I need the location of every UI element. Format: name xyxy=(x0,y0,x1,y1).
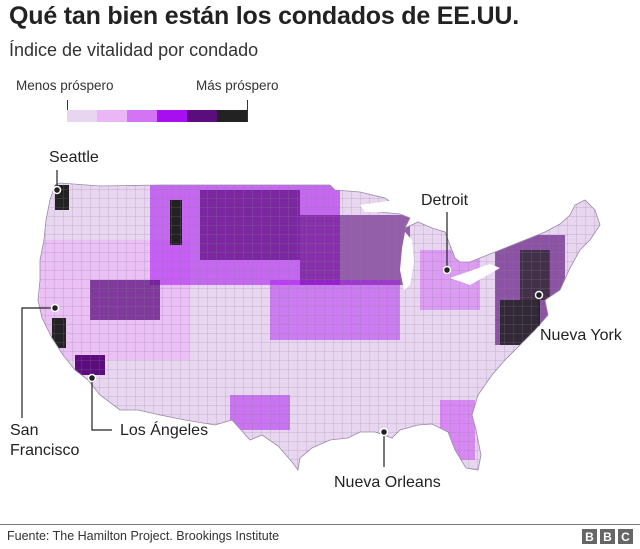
bbc-logo: B B C xyxy=(582,529,633,544)
callout-san-francisco-line2: Francisco xyxy=(10,442,80,459)
city-markers xyxy=(50,185,544,437)
bbc-logo-c: C xyxy=(618,529,633,544)
legend-low-label: Menos próspero xyxy=(16,78,114,93)
callout-san-francisco-line1: San xyxy=(10,422,39,439)
bbc-logo-b2: B xyxy=(600,529,615,544)
legend-color-bar xyxy=(67,110,247,122)
legend-high-label: Más próspero xyxy=(196,78,279,93)
marker-detroit xyxy=(442,265,452,275)
legend-tick-high xyxy=(247,100,248,122)
callout-nueva-orleans: Nueva Orleans xyxy=(334,474,441,491)
source-note: Fuente: The Hamilton Project. Brookings … xyxy=(7,529,280,543)
lake-michigan xyxy=(400,232,414,290)
legend-swatch-2 xyxy=(97,110,127,122)
us-outline xyxy=(37,182,601,471)
chart-subtitle: Índice de vitalidad por condado xyxy=(9,40,259,60)
marker-seattle xyxy=(52,185,62,195)
callout-detroit: Detroit xyxy=(421,192,469,209)
callout-nueva-york: Nueva York xyxy=(540,327,622,344)
marker-los-angeles xyxy=(87,373,97,383)
legend-swatch-3 xyxy=(127,110,157,122)
us-county-map xyxy=(21,170,601,471)
legend-swatch-1 xyxy=(67,110,97,122)
marker-new-york xyxy=(534,290,544,300)
legend-swatch-4 xyxy=(157,110,187,122)
marker-san-francisco xyxy=(50,303,60,313)
footer-divider xyxy=(0,524,640,525)
legend-swatch-6 xyxy=(217,110,247,122)
chart-title: Qué tan bien están los condados de EE.UU… xyxy=(9,2,519,30)
callout-leaders xyxy=(21,170,540,467)
callout-los-angeles: Los Ángeles xyxy=(120,422,209,439)
legend-swatch-5 xyxy=(187,110,217,122)
lake-erie xyxy=(450,264,500,285)
bbc-logo-b1: B xyxy=(582,529,597,544)
callout-seattle: Seattle xyxy=(49,149,99,166)
marker-new-orleans xyxy=(379,427,389,437)
color-legend: Menos próspero Más próspero xyxy=(0,78,320,128)
lake-superior xyxy=(360,200,405,212)
